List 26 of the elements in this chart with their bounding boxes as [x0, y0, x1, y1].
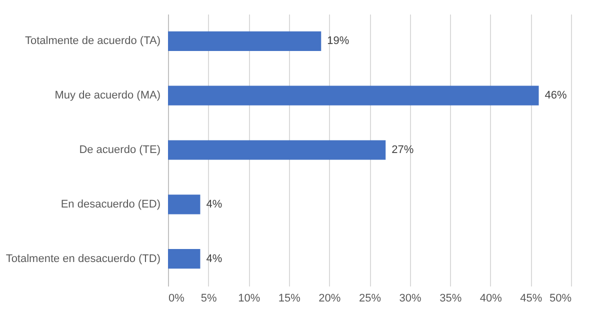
x-tick-label: 50% [549, 292, 572, 304]
y-tick-label: Totalmente en desacuerdo (TD) [6, 252, 160, 265]
x-tick-label: 20% [318, 292, 341, 304]
bar [168, 31, 322, 51]
x-tick-label: 15% [278, 292, 301, 304]
x-tick-label: 40% [480, 292, 502, 304]
bar [168, 86, 539, 106]
x-tick-label: 0% [168, 292, 185, 304]
data-label: 19% [327, 35, 350, 48]
y-tick-label: Totalmente de acuerdo (TA) [24, 35, 160, 48]
bar [168, 194, 200, 214]
y-tick-label: Muy de acuerdo (MA) [54, 90, 160, 102]
x-tick-label: 30% [399, 292, 422, 304]
data-label: 4% [206, 252, 222, 265]
y-tick-label: En desacuerdo (ED) [60, 198, 160, 210]
x-tick-label: 45% [520, 292, 542, 304]
bar [168, 249, 200, 269]
bar [168, 140, 386, 160]
data-label: 27% [392, 144, 414, 156]
data-label: 46% [544, 90, 567, 102]
data-label: 4% [206, 198, 222, 210]
x-tick-label: 10% [238, 292, 260, 304]
x-tick-label: 5% [200, 292, 217, 304]
x-tick-label: 25% [358, 292, 382, 304]
x-tick-label: 35% [440, 292, 462, 304]
y-tick-label: De acuerdo (TE) [79, 144, 160, 156]
